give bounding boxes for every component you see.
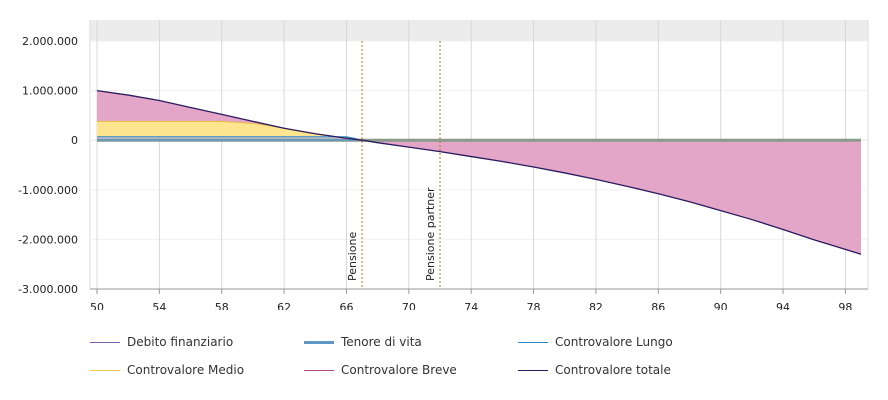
legend-item-controvalore-totale[interactable]: Controvalore totale: [518, 362, 671, 378]
legend-swatch: [304, 340, 334, 344]
marker-label: Pensione: [346, 232, 359, 281]
y-tick-label: -3.000.000: [18, 283, 78, 296]
legend-item-controvalore-medio[interactable]: Controvalore Medio: [90, 362, 244, 378]
legend-swatch: [518, 341, 548, 343]
x-tick-label: 78: [527, 301, 541, 310]
legend-swatch: [90, 341, 120, 343]
chart-svg: 2.000.000 1.000.000 0 -1.000.000 -2.000.000 -…: [18, 20, 869, 314]
legend-item-controvalore-lungo[interactable]: Controvalore Lungo: [518, 334, 673, 350]
legend-item-tenore-di-vita[interactable]: Tenore di vita: [304, 334, 422, 350]
line-controvalore-lungo: [97, 136, 363, 141]
x-tick-label: 94: [776, 301, 790, 310]
x-tick-label: 82: [589, 301, 603, 310]
legend-label: Debito finanziario: [127, 335, 234, 349]
x-tick-label: 66: [339, 301, 353, 310]
legend-swatch: [518, 369, 548, 371]
area-controvalore-medio: [97, 121, 363, 141]
legend-item-controvalore-breve[interactable]: Controvalore Breve: [304, 362, 457, 378]
x-tick-label: 62: [277, 301, 291, 310]
legend-label: Controvalore Lungo: [555, 335, 673, 349]
legend-item-debito-finanziario[interactable]: Debito finanziario: [90, 334, 233, 350]
y-tick-label: -1.000.000: [18, 184, 78, 197]
legend-swatch: [304, 369, 334, 371]
x-tick-label: 86: [651, 301, 665, 310]
chart-area: 2.000.000 1.000.000 0 -1.000.000 -2.000.000 -…: [18, 20, 869, 314]
area-controvalore-breve: [97, 90, 861, 255]
x-tick-label: 98: [838, 301, 852, 310]
legend-label: Controvalore Breve: [341, 363, 457, 377]
x-tick-label: 54: [152, 301, 166, 310]
y-tick-label: 2.000.000: [22, 35, 78, 48]
x-tick-label: 58: [215, 301, 229, 310]
legend-label: Controvalore Medio: [127, 363, 245, 377]
legend-swatch: [90, 369, 120, 371]
line-controvalore-totale: [96, 89, 862, 255]
y-tick-label: 0: [71, 134, 78, 147]
marker-label: Pensione partner: [424, 187, 437, 281]
x-tick-label: 70: [402, 301, 416, 310]
y-tick-label: 1.000.000: [22, 85, 78, 98]
legend-label: Tenore di vita: [341, 335, 422, 349]
x-tick-label: 50: [90, 301, 104, 310]
plot-header-band: [90, 20, 868, 41]
legend-label: Controvalore totale: [555, 363, 671, 377]
y-tick-label: -2.000.000: [18, 233, 78, 246]
x-tick-label: 90: [714, 301, 728, 310]
x-tick-label: 74: [464, 301, 478, 310]
